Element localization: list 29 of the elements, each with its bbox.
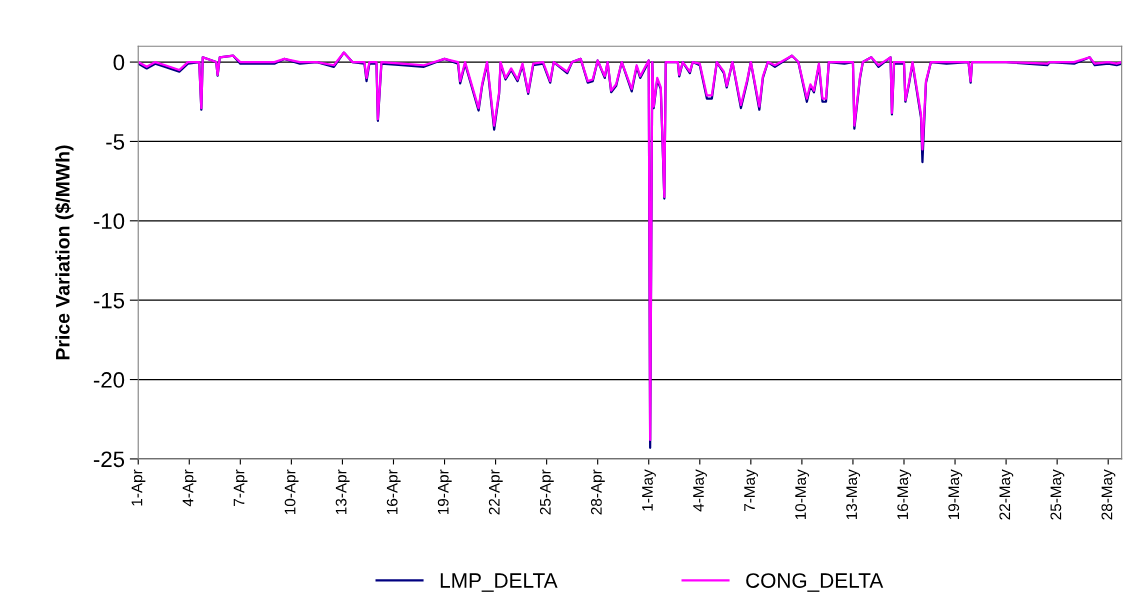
x-tick-label: 13-Apr (335, 469, 350, 515)
y-tick-label: 0 (113, 54, 125, 71)
x-tick-label: 22-May (999, 469, 1014, 520)
x-tick-label: 25-May (1050, 469, 1065, 520)
legend-label: CONG_DELTA (746, 573, 884, 592)
x-tick-label: 4-Apr (182, 469, 197, 507)
x-tick-label: 16-Apr (386, 469, 401, 515)
y-tick-label: -20 (93, 372, 125, 388)
x-tick-label: 4-May (693, 469, 707, 512)
x-tick-label: 16-May (897, 469, 912, 520)
x-tick-label: 7-Apr (233, 469, 248, 506)
x-tick-label: 19-Apr (437, 469, 452, 515)
x-tick-label: 22-Apr (488, 469, 503, 515)
x-tick-label: 19-May (948, 469, 963, 520)
y-tick-label: -5 (106, 134, 125, 150)
x-tick-label: 7-May (744, 469, 758, 511)
y-tick-label: -25 (93, 451, 125, 468)
y-axis-title: Price Variation ($/MWh) (55, 145, 74, 360)
x-tick-label: 10-Apr (284, 469, 299, 515)
x-tick-label: 1-Apr (131, 469, 146, 506)
x-tick-label: 25-Apr (539, 469, 554, 515)
x-tick-label: 10-May (795, 469, 810, 520)
y-tick-label: -15 (93, 292, 125, 309)
y-tick-label: -10 (93, 213, 125, 230)
legend-label: LMP_DELTA (440, 573, 558, 592)
x-tick-label: 13-May (846, 469, 861, 520)
x-tick-label: 28-May (1101, 469, 1116, 520)
x-tick-label: 28-Apr (590, 469, 605, 515)
x-tick-label: 1-May (642, 469, 656, 511)
